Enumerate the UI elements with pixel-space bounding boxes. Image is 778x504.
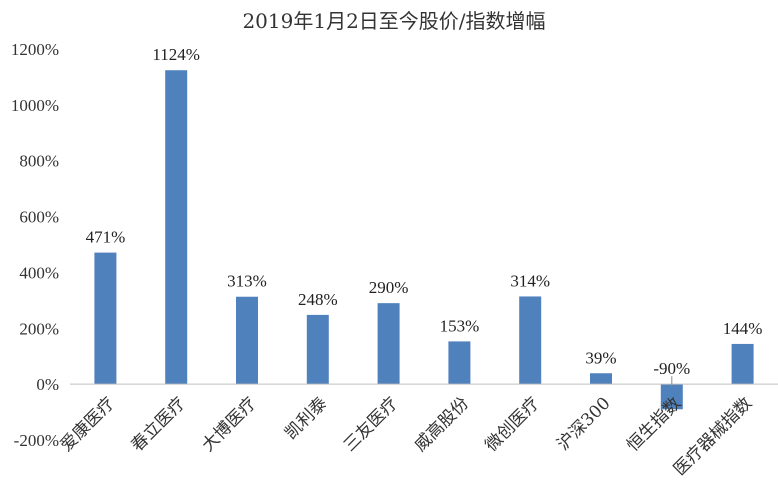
y-axis-tick-labels: -200% 0% 200% 400% 600% 800% 1000% 1200%	[11, 40, 59, 450]
bar	[165, 70, 188, 385]
data-labels: 471% 1124% 313% 248% 290% 153% 314% 39% -90% 144%	[86, 45, 763, 387]
bar-value-label: 471%	[86, 228, 126, 247]
bar-value-label: 1124%	[152, 45, 200, 64]
y-tick-label: 1200%	[11, 40, 59, 59]
bar-value-label: -90%	[653, 359, 690, 378]
y-tick-label: 400%	[19, 263, 59, 282]
y-tick-label: 800%	[19, 152, 59, 171]
bar-value-label: 290%	[369, 278, 409, 297]
bar-value-label: 39%	[585, 348, 616, 367]
x-category-label: 凯利泰	[281, 394, 331, 444]
bars	[94, 70, 754, 410]
bar	[377, 303, 400, 385]
x-category-label: 春立医疗	[128, 394, 190, 456]
x-category-label: 微创医疗	[482, 394, 544, 456]
x-category-label: 沪深300	[553, 394, 614, 455]
bar	[448, 341, 471, 385]
x-category-label: 大博医疗	[198, 394, 260, 456]
bar	[660, 384, 683, 410]
y-tick-label: 0%	[36, 375, 59, 394]
x-category-label: 爱康医疗	[57, 394, 119, 456]
bar	[519, 296, 542, 385]
bar	[306, 314, 329, 385]
bar-value-label: 314%	[510, 271, 550, 290]
y-tick-label: -200%	[14, 431, 59, 450]
bar-value-label: 248%	[298, 290, 338, 309]
bar	[731, 343, 754, 385]
bar	[236, 296, 258, 385]
y-tick-label: 1000%	[11, 96, 59, 115]
y-tick-label: 600%	[19, 208, 59, 227]
x-category-label: 三友医疗	[340, 394, 402, 456]
bar-value-label: 313%	[227, 272, 267, 291]
bar-value-label: 153%	[440, 316, 480, 335]
x-axis-category-labels: 爱康医疗 春立医疗 大博医疗 凯利泰 三友医疗 威高股份 微创医疗 沪深300 恒生指数医疗器械…	[57, 394, 756, 480]
x-category-label: 恒生指数	[623, 394, 685, 456]
bar	[590, 373, 612, 385]
bar	[94, 252, 117, 385]
bar-value-label: 144%	[723, 319, 763, 338]
chart-title: 2019年1月2日至今股价/指数增幅	[242, 9, 545, 33]
x-category-label: 威高股份	[411, 394, 473, 456]
y-tick-label: 200%	[19, 319, 59, 338]
